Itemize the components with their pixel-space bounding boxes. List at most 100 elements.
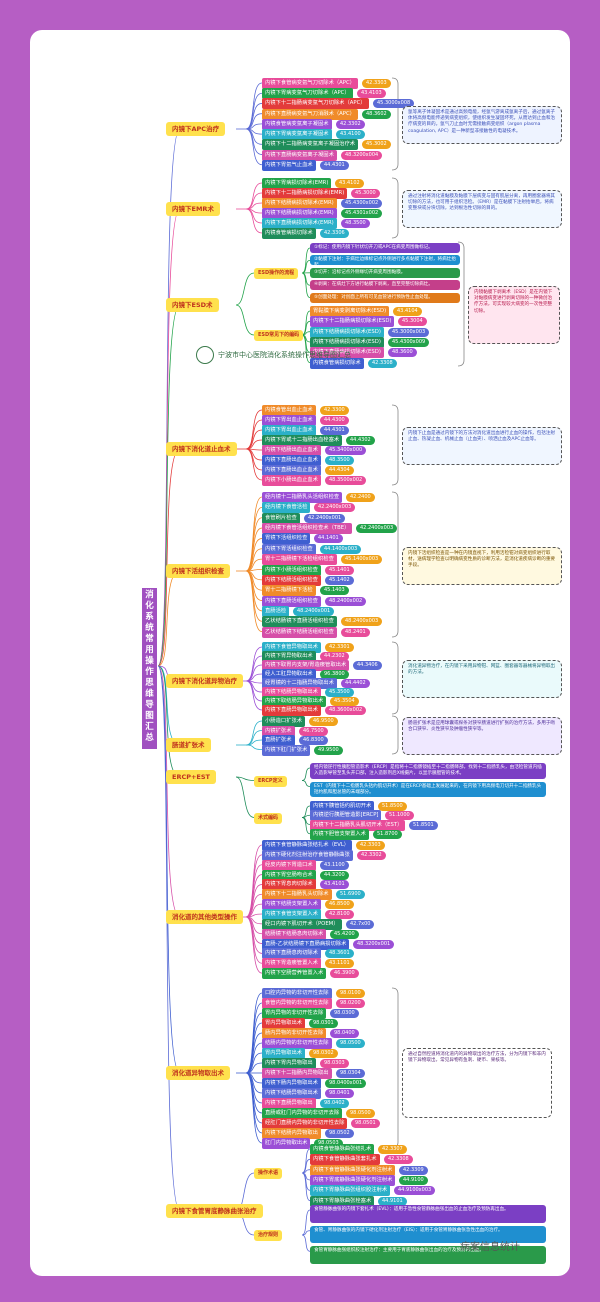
connector-line xyxy=(245,655,263,682)
item-code: 98.0501 xyxy=(351,1119,380,1128)
item-code: 42.3309 xyxy=(399,1165,428,1175)
connector-line xyxy=(301,334,311,364)
item-label: 经肛门直肠内异物的非切开性去除 xyxy=(262,1118,347,1129)
item-code: 44.4402 xyxy=(341,679,370,688)
item-label: 内镜下结肠异物取出术 xyxy=(262,1088,321,1099)
description-note: 通过自然腔道将消化道内的异物取出的治疗方法，分为内镜下和非内镜下异物取出，常见异… xyxy=(402,1048,552,1118)
item-label: 内镜下十二指肠内异物取出 xyxy=(262,1068,332,1079)
item-label: 内镜下结肠内异物取出 xyxy=(262,1128,321,1139)
item-label: 内镜下胃氩气止血术 xyxy=(262,159,316,171)
item-label: 内镜下胆管支架置入术 xyxy=(310,828,369,840)
item-label: 内镜下食管支架置入术 xyxy=(262,909,321,920)
item-code: 45.3002 xyxy=(362,140,391,150)
item-label: 内镜下小肠出血止血术 xyxy=(262,475,321,486)
item-code: 51.1000 xyxy=(385,811,414,821)
item-label: 内镜食管静脉曲张结扎术 xyxy=(310,1144,374,1155)
item-code: 43.4102 xyxy=(335,179,364,188)
connector-line xyxy=(245,893,263,918)
root-title-char: 操 xyxy=(145,656,154,666)
item-code: 98.0502 xyxy=(325,1129,354,1138)
item-label: 内镜下直肠出血止血术 xyxy=(262,465,321,476)
item-label: 经内镜下食管活检 xyxy=(262,502,310,514)
item-label: 口腔内异物的非切开性去除 xyxy=(262,988,332,999)
item-label: 内镜下结肠病损切除术(ESD) xyxy=(310,337,384,348)
item-label: 内镜下胃病变氩气刀切除术（APC） xyxy=(262,88,353,100)
item-label: 内镜下胃静脉曲张组织胶注射术 xyxy=(310,1185,390,1197)
item-code: 48.2401 xyxy=(341,627,370,637)
item-code: 42.8100 xyxy=(325,910,354,919)
connector-line xyxy=(157,665,181,1212)
item-code: 43.4104 xyxy=(393,307,422,316)
item-code: 51.8501 xyxy=(409,820,438,830)
connector-line xyxy=(245,409,263,450)
item-label: 直肠或肛门内异物的非切开去除 xyxy=(262,1108,342,1119)
connector-line xyxy=(301,1209,311,1236)
item-label: 胃内异物的非切开性去除 xyxy=(262,1008,326,1019)
description-paragraph: 经内镜逆行性胰胆管造影术（ERCP）是指将十二指肠镜插至十二指肠降部，找到十二指… xyxy=(310,763,546,779)
item-code: 48.2400x001 xyxy=(293,606,335,616)
item-code: 45.3504 xyxy=(330,697,359,706)
item-code: 48.3500 xyxy=(341,219,370,228)
item-label: 食管内异物的非切开性去除 xyxy=(262,998,332,1009)
item-code: 46.9500 xyxy=(309,717,338,726)
connector-line xyxy=(457,241,465,367)
connector-line xyxy=(245,730,263,746)
item-label: 胃内异物取出术 xyxy=(262,1018,305,1029)
item-label: 小肠造口扩张术 xyxy=(262,716,305,727)
item-label: 内镜下食管静脉曲张结扎术（EVL） xyxy=(262,840,352,851)
section-label: 消化道异物取出术 xyxy=(166,1066,230,1080)
item-label: 内镜下结肠病损切除术(EMR) xyxy=(262,198,337,209)
connector-line xyxy=(245,538,263,572)
item-label: 内镜下十二指肠病损切除术(EMR) xyxy=(262,188,347,199)
item-label: 结肠内异物的非切开性去除 xyxy=(262,1038,332,1049)
section-label: ERCP+EST xyxy=(166,770,216,784)
connector-line xyxy=(157,448,181,667)
description-paragraph: ②黏膜下注射：于病灶边缘标记点外侧进行多点黏膜下注射，将病灶抬起。 xyxy=(310,255,460,266)
item-code: 45.4200 xyxy=(330,929,359,939)
connector-line xyxy=(245,680,263,711)
section-label: 内镜下ESD术 xyxy=(166,298,219,312)
sub-label: ESD操作的流程 xyxy=(254,268,299,279)
item-label: 内镜下十二指肠乳头切除术 xyxy=(262,889,332,901)
item-code: 42.3302 xyxy=(336,119,365,129)
item-label: 内镜下直肠病损切除术(ESD) xyxy=(310,347,384,359)
item-label: 结肠镜下结肠息肉切除术 xyxy=(262,928,326,940)
item-label: 内镜下肛门扩张术 xyxy=(262,744,310,756)
item-code: 42.3306 xyxy=(320,229,349,238)
connector-line xyxy=(391,491,399,638)
description-note: 肠道扩张术是应用球囊或探条对狭窄肠道进行扩张的治疗方法，多用于吻合口狭窄、炎性狭… xyxy=(402,717,562,755)
item-label: 内镜下结肠异物取出术 xyxy=(262,687,321,698)
item-label: 内镜下胃底静脉曲张硬化剂注射术 xyxy=(310,1175,395,1186)
connector-lines xyxy=(157,77,465,1252)
item-label: 经口内镜下肌切开术（POEM） xyxy=(262,918,342,930)
root-title-char: 常 xyxy=(145,634,154,644)
item-code: 42.2400 xyxy=(346,493,375,502)
item-label: 肛门内异物取出术 xyxy=(262,1138,310,1149)
item-code: 42.3307 xyxy=(378,1145,407,1154)
connector-line xyxy=(391,987,399,1149)
connector-line xyxy=(157,665,181,1074)
item-label: 胃十二指肠镜下活检组织检查 xyxy=(262,554,337,566)
root-title-char: 维 xyxy=(145,689,154,699)
item-label: 内镜下结肠出血止血术 xyxy=(262,445,321,456)
item-label: 乙状结肠镜下结肠活组织检查 xyxy=(262,626,337,638)
item-code: 45.1400x003 xyxy=(341,555,383,565)
connector-line xyxy=(245,916,263,974)
item-code: 98.0200 xyxy=(336,999,365,1008)
item-label: 内镜下结肠病损切除术(EMR) xyxy=(262,208,337,219)
connector-line xyxy=(245,208,263,234)
item-code: 42.2400x003 xyxy=(356,524,398,534)
item-code: 42.3302 xyxy=(357,850,386,860)
item-label: 内镜食管病损切除术 xyxy=(262,228,316,239)
item-label: 内镜下胃病损切除术(EMR) xyxy=(262,178,331,189)
item-label: 内镜下食管异物取出术 xyxy=(262,642,321,653)
item-code: 98.0304 xyxy=(336,1069,365,1078)
item-label: 内镜下胃出血止血术 xyxy=(262,425,316,436)
connector-line xyxy=(301,817,311,835)
item-code: 44.4302 xyxy=(346,436,375,445)
item-label: 内镜食管病变氩离子凝固术 xyxy=(262,118,332,130)
item-code: 98.0400 xyxy=(330,1029,359,1038)
item-code: 45.3004 xyxy=(398,317,427,327)
item-label: 内镜下硬化剂注射治疗食管静脉曲张 xyxy=(262,849,353,861)
item-label: 内镜下十二指肠病变氩离子凝固治疗术 xyxy=(262,139,358,151)
